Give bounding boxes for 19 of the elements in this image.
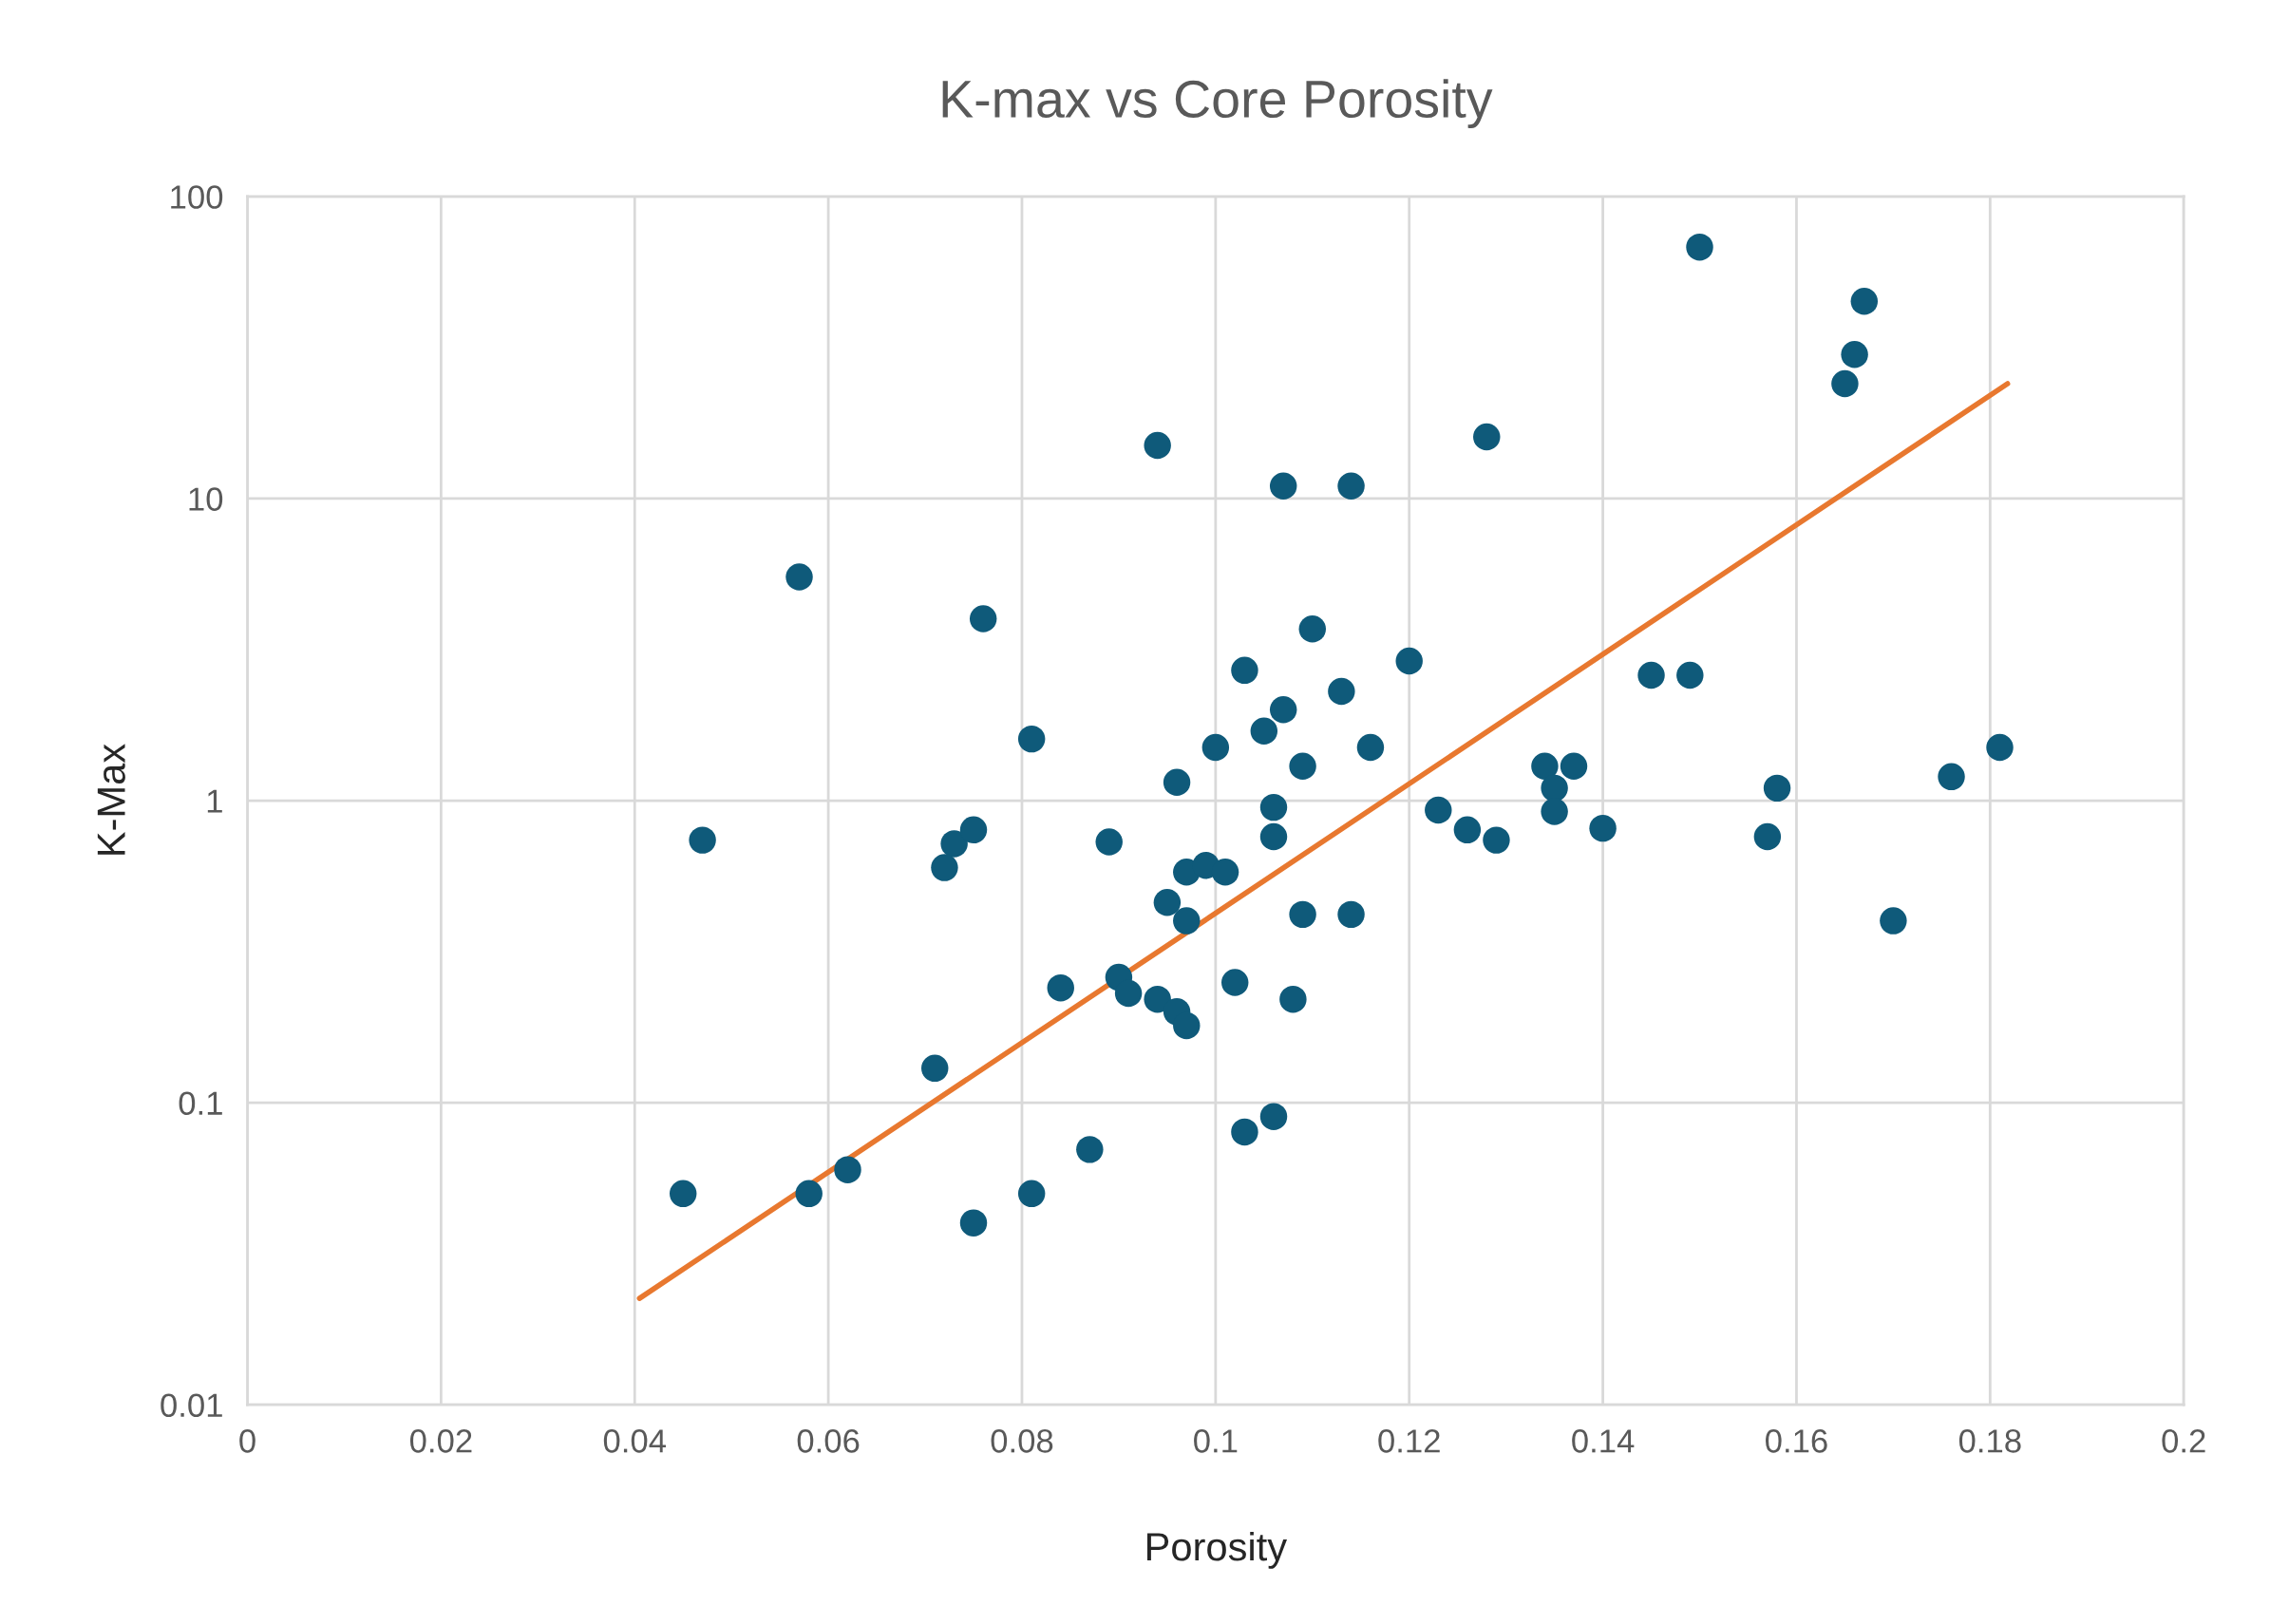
x-tick-label: 0: [239, 1429, 255, 1453]
y-axis-title: K-Max: [97, 744, 125, 855]
y-tick-label: 0.01: [161, 1393, 222, 1418]
x-tick-label: 0.14: [1572, 1429, 1635, 1453]
x-tick-label: 0.08: [991, 1429, 1053, 1453]
x-tick-label: 0.16: [1766, 1429, 1827, 1453]
x-tick-label: 0.12: [1378, 1429, 1440, 1453]
y-tick-label: 10: [189, 487, 223, 511]
y-tick-label: 0.1: [179, 1091, 222, 1116]
x-tick-label: 0.04: [603, 1429, 667, 1453]
y-tick-label: 100: [171, 185, 223, 209]
x-tick-label: 0.2: [2162, 1429, 2205, 1453]
x-tick-label: 0.06: [797, 1429, 860, 1453]
x-axis-title: Porosity: [1147, 1531, 1288, 1569]
y-tick-label: 1: [207, 789, 222, 813]
x-tick-label: 0.1: [1194, 1429, 1238, 1453]
chart-title: K-max vs Core Porosity: [942, 79, 1493, 129]
x-tick-label: 0.18: [1958, 1429, 2021, 1453]
x-tick-label: 0.02: [409, 1429, 472, 1453]
